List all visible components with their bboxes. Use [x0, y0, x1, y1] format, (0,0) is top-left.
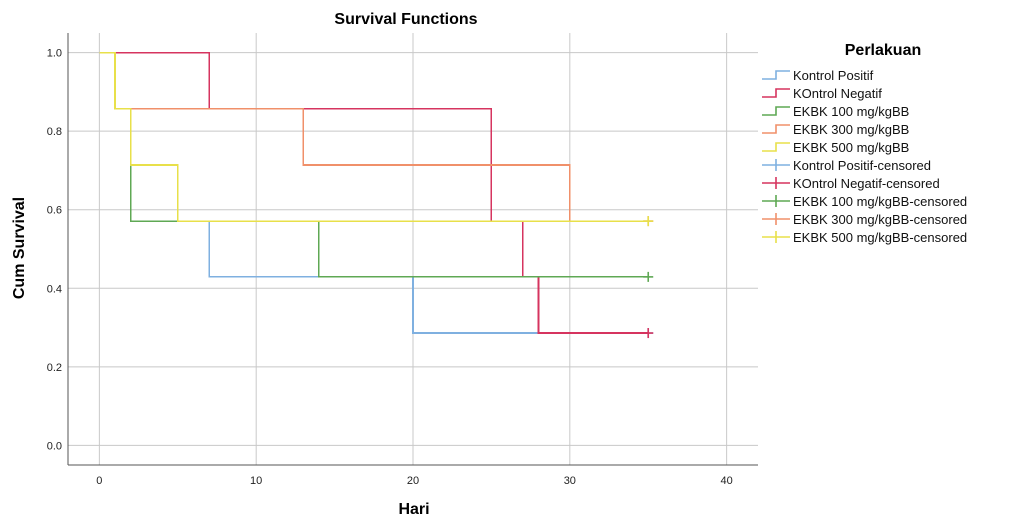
y-tick-label: 0.0	[47, 440, 62, 452]
series-line	[99, 51, 649, 222]
y-tick-label: 0.4	[47, 283, 62, 295]
axes	[67, 33, 758, 466]
series-layer	[99, 51, 654, 339]
x-axis-label: Hari	[398, 501, 429, 518]
y-tick-label: 0.2	[47, 362, 62, 374]
tick-labels: 0 10 20 30 40 0.0 0.2 0.4 0.6 0.8 1.0	[47, 48, 733, 487]
y-tick-label: 0.6	[47, 205, 62, 217]
legend-label: EKBK 500 mg/kgBB	[793, 140, 909, 155]
x-tick-label: 30	[564, 475, 576, 487]
legend-swatch	[762, 70, 790, 80]
legend-label: EKBK 100 mg/kgBB	[793, 104, 909, 119]
grid	[68, 33, 758, 465]
legend-label: KOntrol Negatif-censored	[793, 176, 940, 191]
legend-title: Perlakuan	[845, 42, 921, 59]
legend-swatch	[762, 106, 790, 116]
series-line	[99, 51, 649, 334]
legend-label: EKBK 500 mg/kgBB-censored	[793, 230, 967, 245]
legend-label: Kontrol Positif	[793, 68, 874, 83]
legend: Perlakuan Kontrol Positif KOntrol Negatif…	[762, 42, 967, 245]
x-tick-label: 20	[407, 475, 419, 487]
legend-label: EKBK 100 mg/kgBB-censored	[793, 194, 967, 209]
y-axis-label: Cum Survival	[11, 197, 28, 299]
legend-label: EKBK 300 mg/kgBB	[793, 122, 909, 137]
chart-title: Survival Functions	[334, 11, 477, 28]
legend-label: KOntrol Negatif	[793, 86, 882, 101]
series-line	[99, 51, 649, 222]
legend-label: EKBK 300 mg/kgBB-censored	[793, 212, 967, 227]
series-line	[99, 51, 649, 334]
legend-label: Kontrol Positif-censored	[793, 158, 931, 173]
x-tick-label: 40	[721, 475, 733, 487]
x-tick-label: 10	[250, 475, 262, 487]
legend-swatch	[762, 88, 790, 98]
x-tick-label: 0	[96, 475, 102, 487]
y-tick-label: 1.0	[47, 48, 62, 60]
legend-swatch	[762, 124, 790, 134]
y-tick-label: 0.8	[47, 126, 62, 138]
legend-swatch	[762, 142, 790, 152]
